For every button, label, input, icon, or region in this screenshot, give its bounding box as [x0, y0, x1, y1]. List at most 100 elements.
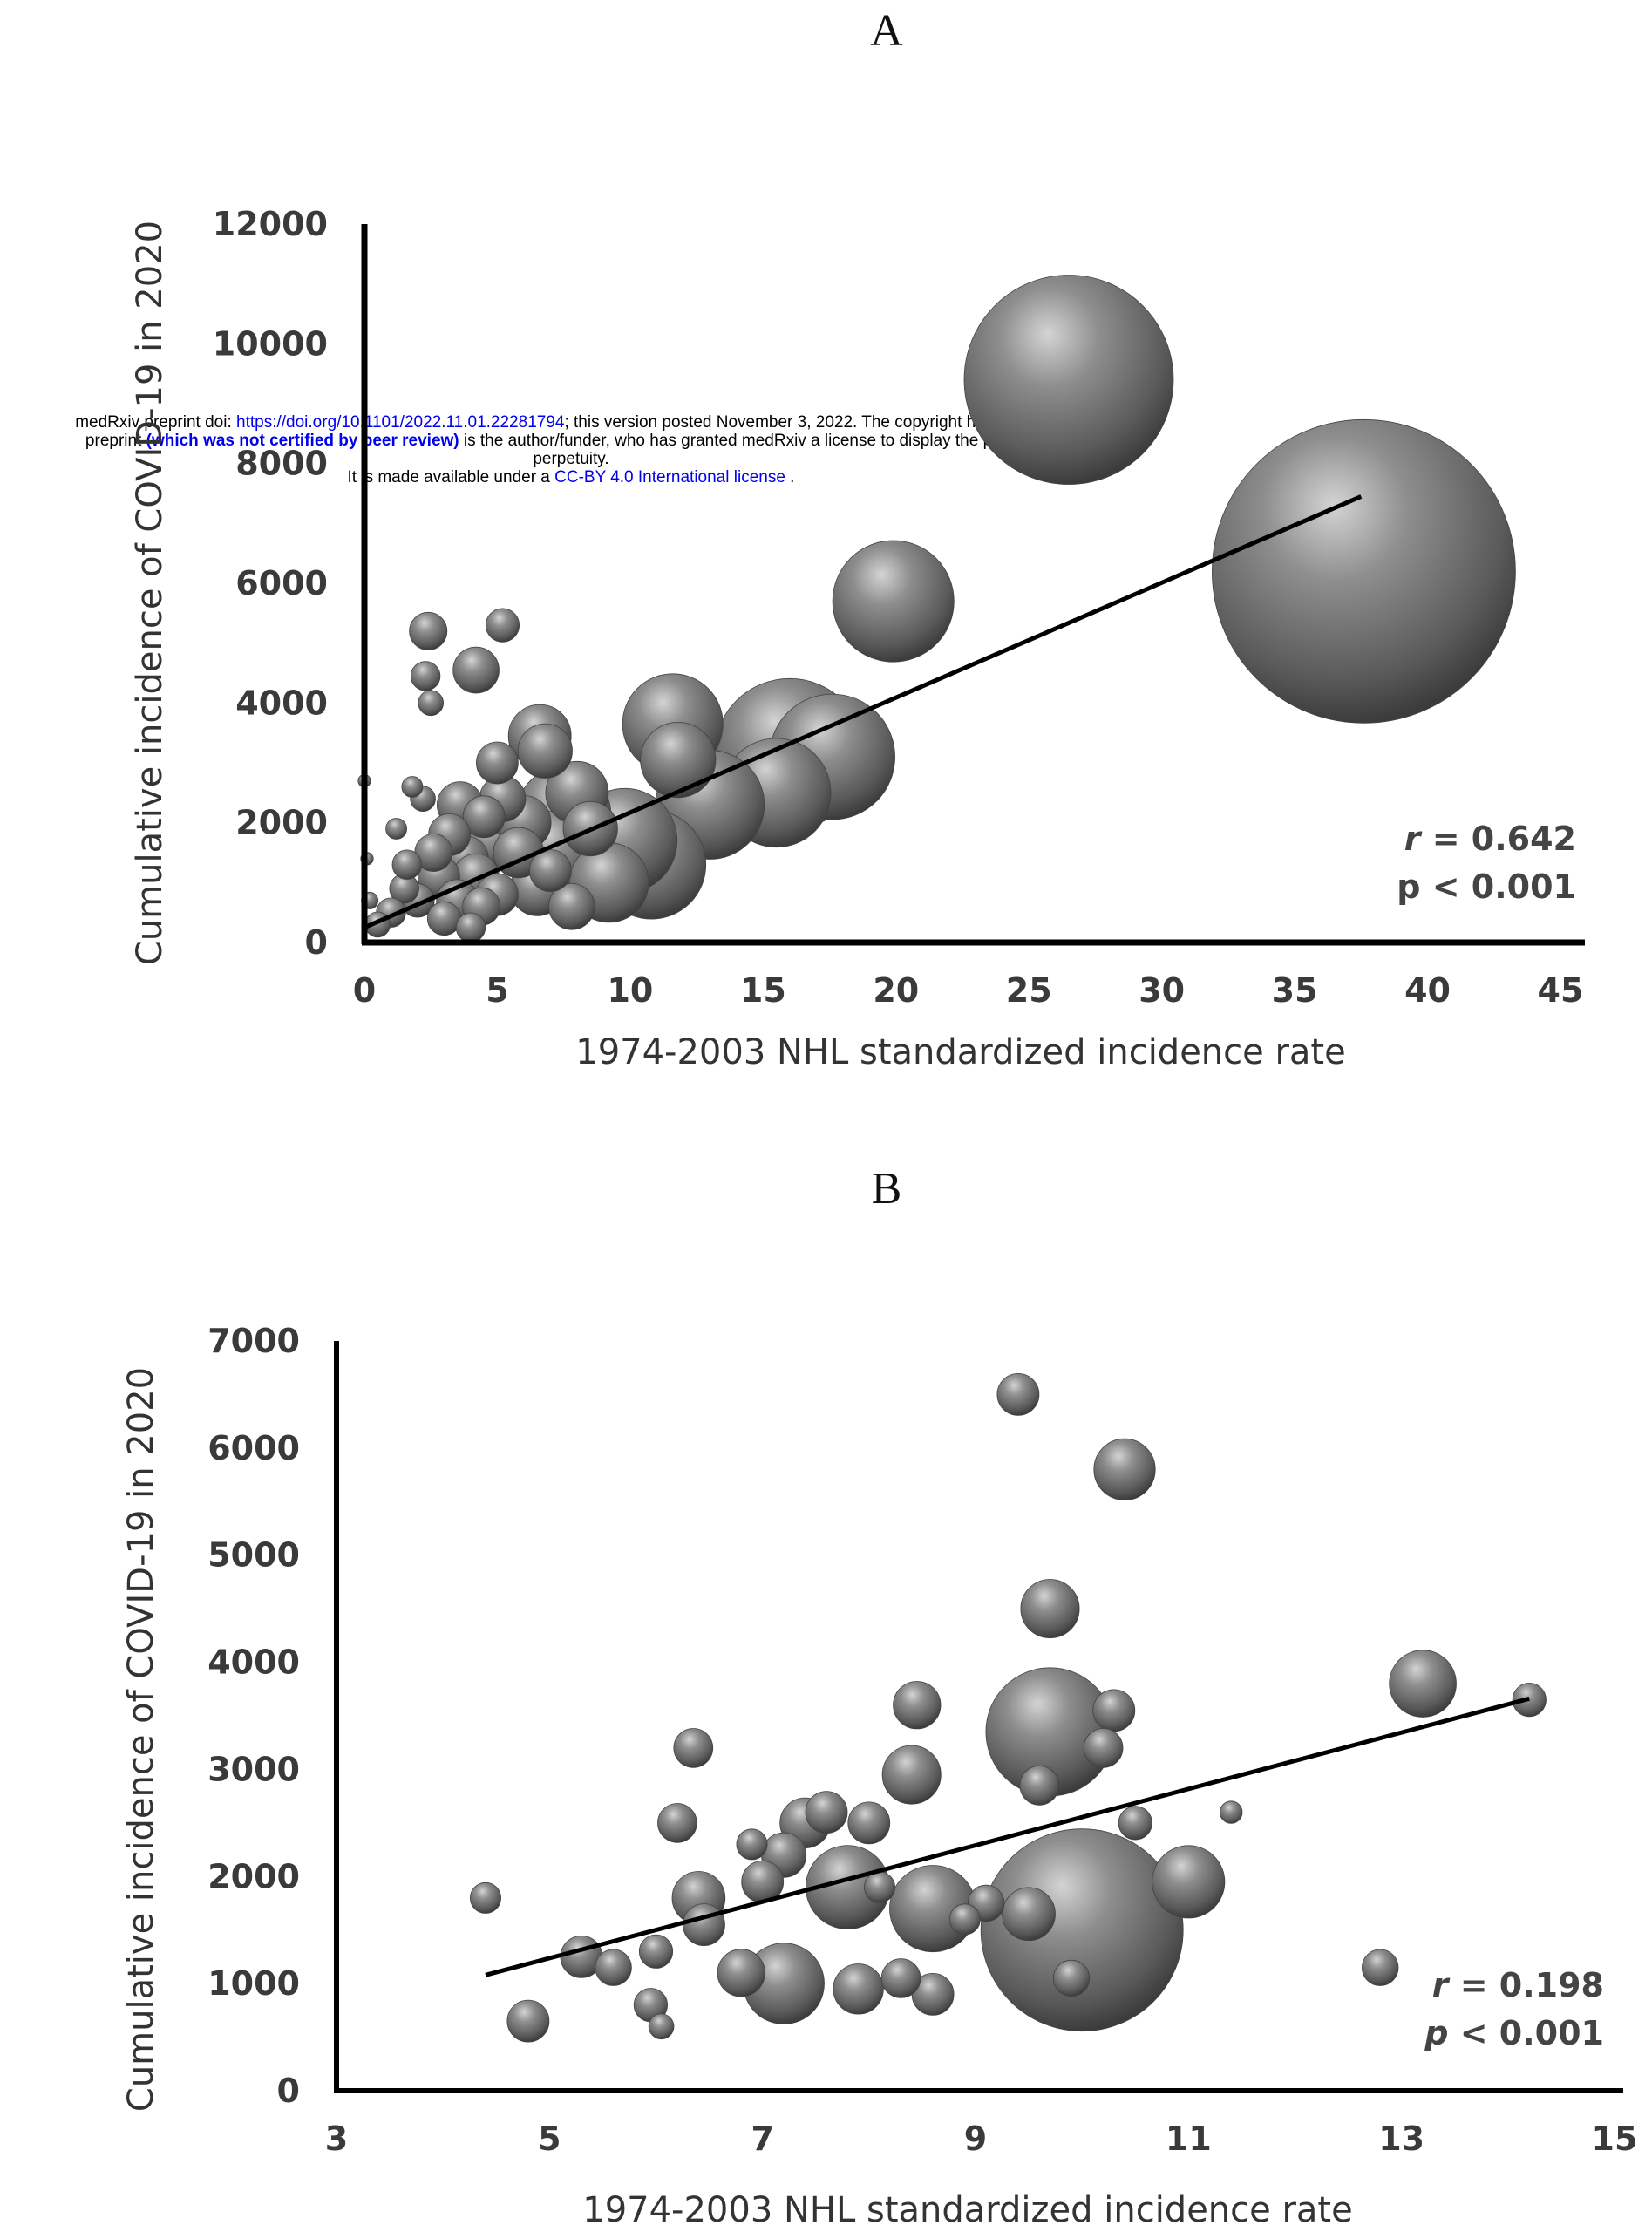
bubble-point — [452, 646, 500, 694]
bubble-point — [963, 275, 1174, 485]
banner-text: is the author/funder, who has granted me… — [459, 432, 1057, 450]
bubble-point — [847, 1801, 891, 1845]
x-tick-label: 5 — [538, 2120, 561, 2158]
bubble-point — [683, 1903, 725, 1947]
y-tick-label: 4000 — [207, 1643, 300, 1682]
x-tick-label: 40 — [1404, 971, 1451, 1010]
y-tick-label: 12000 — [213, 205, 328, 243]
banner-text: medRxiv preprint doi: — [75, 413, 237, 432]
x-tick-label: 30 — [1139, 971, 1185, 1010]
bubble-point — [485, 608, 520, 643]
bubble-point — [506, 1999, 550, 2043]
x-axis-title-a: 1974-2003 NHL standardized incidence rat… — [575, 1032, 1345, 1072]
banner-text: preprint — [85, 432, 146, 450]
bubble-point — [1212, 418, 1516, 724]
bubble-point — [640, 721, 717, 799]
bubble-point — [595, 1949, 632, 1986]
doi-link[interactable]: https://doi.org/10.1101/2022.11.01.22281… — [236, 413, 565, 432]
bubble-point — [1219, 1800, 1243, 1824]
r-symbol-a: r — [1404, 820, 1423, 858]
x-tick-label: 0 — [353, 971, 376, 1010]
y-ticks-a: 0 2000 4000 6000 8000 10000 12000 — [213, 205, 328, 962]
bubble-point — [833, 1963, 884, 2015]
p-stat-b: p < 0.001 — [1424, 2014, 1604, 2052]
bubble-point — [1093, 1438, 1156, 1501]
bubble-point — [462, 795, 506, 839]
x-tick-label: 5 — [486, 971, 508, 1010]
bubble-point — [410, 661, 441, 691]
x-tick-label: 15 — [740, 971, 786, 1010]
trendline-b — [485, 1696, 1530, 1977]
x-tick-label: 9 — [964, 2120, 987, 2158]
r-value-b: = 0.198 — [1449, 1966, 1605, 2004]
bubble-point — [401, 776, 424, 798]
y-tick-label: 2000 — [207, 1857, 300, 1895]
bubble-point — [1002, 1887, 1056, 1942]
y-axis-title-a: Cumulative incidence of COVID-19 in 2020 — [130, 221, 170, 965]
bubble-point — [517, 723, 573, 779]
y-tick-label: 0 — [277, 2072, 300, 2110]
y-tick-label: 2000 — [235, 804, 328, 842]
p-stat-a: p < 0.001 — [1397, 868, 1576, 906]
x-tick-label: 7 — [751, 2120, 773, 2158]
bubble-point — [1083, 1728, 1124, 1768]
banner-text: . — [785, 468, 795, 487]
x-axis-title-b: 1974-2003 NHL standardized incidence rat… — [582, 2190, 1352, 2225]
bubble-point — [893, 1681, 942, 1730]
bubble-point — [1118, 1806, 1152, 1841]
x-ticks-b: 3 5 7 9 11 13 15 — [325, 2120, 1638, 2158]
bubble-point — [881, 1745, 942, 1805]
y-tick-label: 8000 — [235, 445, 328, 483]
x-tick-label: 13 — [1378, 2120, 1424, 2158]
preprint-banner: medRxiv preprint doi: https://doi.org/10… — [0, 413, 1142, 487]
chart-a: A 0 2000 4000 6000 8000 10000 12000 0 5 10 15 20 25… — [130, 6, 1585, 1072]
bubble-point — [805, 1791, 848, 1834]
banner-line-4: It is made available under a CC-BY 4.0 I… — [0, 468, 1142, 487]
bubble-point — [996, 1373, 1040, 1416]
bubbles-b — [470, 1373, 1547, 2043]
bubble-point — [1152, 1845, 1226, 1919]
y-tick-label: 4000 — [235, 684, 328, 722]
y-axis-title-b: Cumulative incidence of COVID-19 in 2020 — [121, 1367, 161, 2112]
y-tick-label: 3000 — [207, 1750, 300, 1788]
bubble-point — [470, 1881, 502, 1914]
y-tick-label: 6000 — [235, 564, 328, 602]
x-tick-label: 35 — [1272, 971, 1318, 1010]
bubble-point — [547, 883, 595, 930]
bubble-point — [832, 540, 955, 663]
x-tick-label: 11 — [1166, 2120, 1212, 2158]
y-tick-label: 7000 — [207, 1322, 300, 1360]
bubble-point — [529, 849, 572, 892]
bubble-point — [638, 1934, 674, 1969]
banner-line-3: perpetuity. — [0, 450, 1142, 468]
y-tick-label: 10000 — [213, 324, 328, 363]
y-tick-label: 6000 — [207, 1429, 300, 1467]
bubble-point — [1361, 1949, 1399, 1986]
bubble-point — [391, 849, 422, 880]
bubble-point — [1019, 1766, 1060, 1806]
p-symbol-b: p — [1424, 2014, 1448, 2052]
y-tick-label: 1000 — [207, 1964, 300, 2003]
bubble-point — [980, 1828, 1184, 2032]
peer-review-note: (which was not certified by peer review) — [146, 432, 459, 450]
x-ticks-a: 0 5 10 15 20 25 30 35 40 45 — [353, 971, 1584, 1010]
banner-text: perpetuity. — [533, 450, 609, 468]
chart-b: B 0 1000 2000 3000 4000 5000 6000 7000 3 5 7 9 11 13… — [121, 1164, 1637, 2225]
x-tick-label: 10 — [607, 971, 653, 1010]
bubble-point — [455, 912, 486, 942]
bubble-point — [880, 1958, 921, 1998]
x-tick-label: 3 — [325, 2120, 348, 2158]
bubble-point — [673, 1728, 714, 1768]
license-link[interactable]: CC-BY 4.0 International license — [554, 468, 785, 487]
bubble-point — [1389, 1650, 1457, 1718]
panel-label-a: A — [870, 6, 903, 56]
r-stat-a: r = 0.642 — [1404, 820, 1576, 858]
x-tick-label: 20 — [873, 971, 919, 1010]
bubble-point — [657, 1803, 697, 1843]
y-tick-label: 5000 — [207, 1536, 300, 1575]
banner-line-1: medRxiv preprint doi: https://doi.org/10… — [0, 413, 1142, 432]
bubble-point — [717, 1949, 765, 1997]
panel-label-b: B — [872, 1164, 902, 1214]
banner-line-2: preprint (which was not certified by pee… — [0, 432, 1142, 450]
